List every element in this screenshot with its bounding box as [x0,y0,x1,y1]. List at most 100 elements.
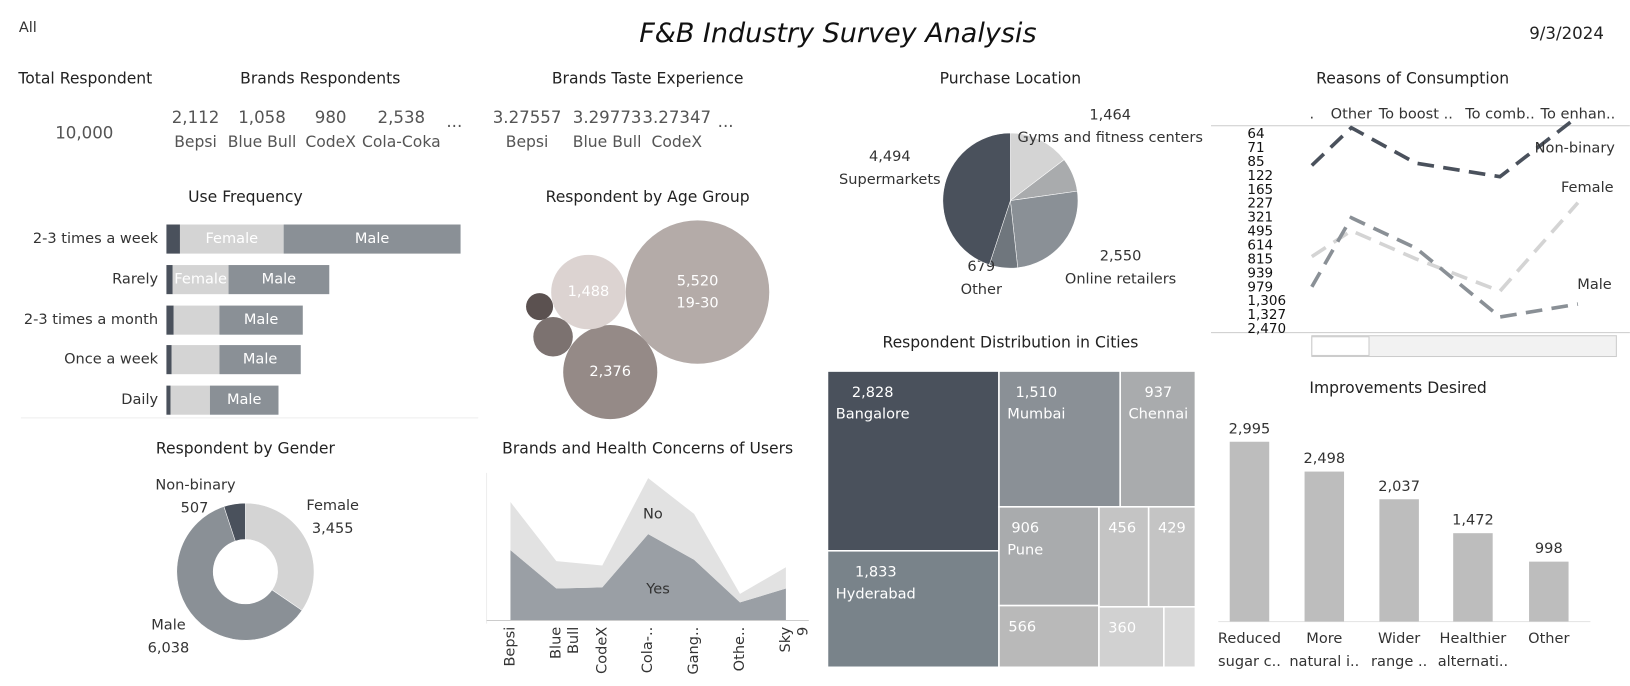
segment-label: Male [262,271,297,288]
row-label: 495 [1247,224,1273,240]
slice-label: Online retailers [1065,271,1176,288]
value-label: 456 [1108,520,1136,537]
slice [223,502,246,542]
bar-segment [173,305,220,335]
slice-label: Female [306,497,359,514]
chart-title: Respondent by Age Group [546,188,750,206]
value-label: 4,494 [869,148,911,165]
bar-segment [172,265,229,295]
value-label: 1,833 [855,564,897,581]
date: 9/3/2024 [1529,24,1604,43]
filter-label[interactable]: All [19,19,37,36]
value-label: 1,464 [1089,106,1131,123]
tile-label: Hyderabad [836,585,916,602]
kpi-value: 1,058 [238,108,286,127]
tile [1098,606,1165,669]
chart-title: Respondent by Gender [156,440,336,458]
bar-segment [166,385,171,415]
kpi-value: 2,538 [378,108,426,127]
slice-label: Non-binary [155,476,236,493]
kpi-value: 3.29773 [573,108,642,127]
scrollbar-thumb[interactable] [1311,336,1370,356]
slice-label: Male [151,617,186,634]
chart-title: Reasons of Consumption [1316,69,1509,87]
area [510,478,786,603]
chart-title: Improvements Desired [1309,379,1486,397]
kpi-label: Bepsi [174,133,217,151]
line [1310,201,1580,294]
tile [826,370,1000,552]
series-label: Yes [645,580,669,597]
tile [826,550,1000,669]
column-header: Other [1331,105,1372,122]
kpi-value: 2,112 [172,108,220,127]
value-label: 5,520 [677,273,719,290]
tile [998,370,1121,508]
bubble [551,254,626,330]
row-label: 939 [1247,265,1273,281]
bar-segment [283,224,461,254]
row-label: 165 [1247,182,1273,198]
more-indicator[interactable]: ... [718,112,734,131]
bar-segment [170,385,210,415]
value-label: 6,038 [148,640,190,657]
chart-title: Use Frequency [188,188,303,206]
row-label: 71 [1247,140,1264,156]
series-label: Female [1561,179,1614,196]
value-label: 1,488 [568,283,610,300]
tile [998,506,1100,607]
row-label: 122 [1247,168,1273,184]
bubble [625,220,770,364]
series-label: Male [1577,276,1612,293]
bar-segment [171,345,220,375]
value-label: 566 [1008,618,1036,635]
kpi-value: 10,000 [55,124,113,143]
row-label: 614 [1247,238,1273,254]
x-tick-label: Othe.. [731,627,748,672]
column-header: To boost .. [1378,105,1453,122]
kpi-label: Bepsi [506,133,549,151]
row-label: 1,306 [1247,293,1286,309]
bar-segment [209,385,279,415]
value-label: 998 [1535,540,1563,557]
value-label: 2,828 [852,384,894,401]
row-label: 227 [1247,196,1273,212]
value-label: 2,037 [1378,478,1420,495]
line [1310,114,1580,179]
bar [1229,441,1270,622]
tile-label: Chennai [1129,406,1189,423]
x-tick-label: Cola-.. [639,627,656,674]
bar-segment [166,265,173,295]
kpi-value: 3.27557 [493,108,562,127]
kpi-label: Blue Bull [573,133,642,151]
value-label: 1,510 [1016,384,1058,401]
row-label: 2,470 [1247,321,1286,337]
tile [1163,606,1197,669]
more-indicator[interactable]: ... [446,112,462,131]
bar [1453,533,1493,622]
category-label: Wider range .. [1371,630,1427,670]
row-label: 321 [1247,210,1273,226]
x-tick-label: Sky9 [777,626,812,652]
value-label: 360 [1108,620,1136,637]
bar-segment [228,265,330,295]
value-label: 1,472 [1452,512,1494,529]
bubble [563,325,658,420]
kpi-label: Cola-Coka [362,133,441,151]
category-label: 2-3 times a month [24,311,158,328]
kpi-title: Total Respondent [17,69,152,87]
row-label: 1,327 [1247,307,1286,323]
dashboard-title: F&B Industry Survey Analysis [639,18,1036,49]
column-header: To comb.. [1464,105,1535,122]
slice-label: Other [961,281,1002,298]
value-label: 429 [1158,520,1186,537]
value-label: 3,455 [312,520,354,537]
category-label: More natural i.. [1289,630,1359,670]
tile [1147,506,1197,608]
kpi-label: Blue Bull [228,133,297,151]
row-label: 815 [1247,251,1273,267]
tile-label: Mumbai [1007,406,1065,423]
tile-label: Pune [1007,541,1043,558]
value-label: 2,376 [589,363,631,380]
